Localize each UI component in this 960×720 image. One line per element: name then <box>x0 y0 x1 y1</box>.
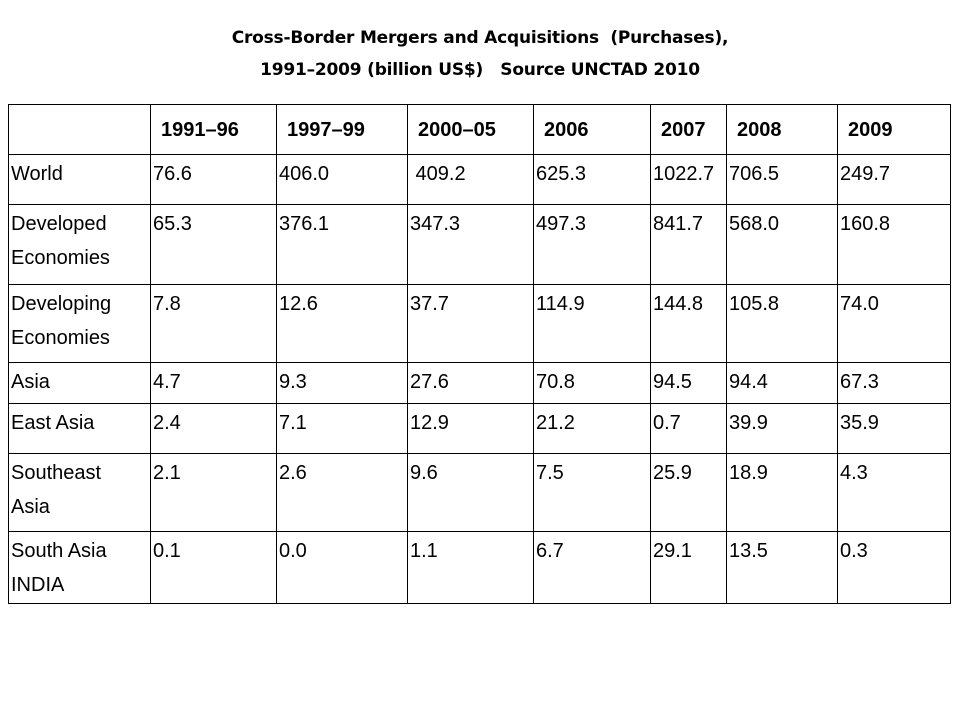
table-cell: 1.1 <box>407 531 534 604</box>
table-cell: 249.7 <box>837 154 951 205</box>
table-cell: 105.8 <box>726 284 838 363</box>
table-cell: 76.6 <box>150 154 277 205</box>
table-cell: 497.3 <box>533 204 651 285</box>
table-cell: 376.1 <box>276 204 408 285</box>
page-title: Cross-Border Mergers and Acquisitions (P… <box>0 22 960 86</box>
table-cell: 0.7 <box>650 403 727 454</box>
table-cell: 2.4 <box>150 403 277 454</box>
table-cell: 0.0 <box>276 531 408 604</box>
row-label: Asia <box>8 362 151 404</box>
column-header: 2006 <box>533 104 651 155</box>
table-cell: 94.4 <box>726 362 838 404</box>
table-cell: 114.9 <box>533 284 651 363</box>
column-header: 2000–05 <box>407 104 534 155</box>
table-cell: 625.3 <box>533 154 651 205</box>
column-header: 1997–99 <box>276 104 408 155</box>
table-cell: 13.5 <box>726 531 838 604</box>
table-cell: 841.7 <box>650 204 727 285</box>
table-row: Southeast Asia 2.1 2.6 9.6 7.5 25.9 18.9… <box>8 453 951 532</box>
column-header: 2007 <box>650 104 727 155</box>
row-label: East Asia <box>8 403 151 454</box>
table-cell: 0.1 <box>150 531 277 604</box>
table-cell: 94.5 <box>650 362 727 404</box>
table-cell: 706.5 <box>726 154 838 205</box>
corner-cell <box>8 104 151 155</box>
row-label: South Asia INDIA <box>8 531 151 604</box>
table-row: World 76.6 406.0 409.2 625.3 1022.7 706.… <box>8 154 951 205</box>
table-row: South Asia INDIA 0.1 0.0 1.1 6.7 29.1 13… <box>8 531 951 604</box>
table-cell: 2.1 <box>150 453 277 532</box>
table-cell: 6.7 <box>533 531 651 604</box>
table-cell: 7.8 <box>150 284 277 363</box>
table-cell: 409.2 <box>407 154 534 205</box>
table-cell: 406.0 <box>276 154 408 205</box>
table-cell: 12.6 <box>276 284 408 363</box>
row-label: Developing Economies <box>8 284 151 363</box>
table-cell: 9.6 <box>407 453 534 532</box>
table-cell: 0.3 <box>837 531 951 604</box>
table-cell: 7.5 <box>533 453 651 532</box>
table-row: Developed Economies 65.3 376.1 347.3 497… <box>8 204 951 285</box>
table-cell: 25.9 <box>650 453 727 532</box>
table-cell: 1022.7 <box>650 154 727 205</box>
table-cell: 70.8 <box>533 362 651 404</box>
table-cell: 7.1 <box>276 403 408 454</box>
table-cell: 39.9 <box>726 403 838 454</box>
table-cell: 12.9 <box>407 403 534 454</box>
column-header: 2008 <box>726 104 838 155</box>
title-line-2: 1991–2009 (billion US$) Source UNCTAD 20… <box>260 60 700 80</box>
row-label: Developed Economies <box>8 204 151 285</box>
title-line-1: Cross-Border Mergers and Acquisitions (P… <box>231 28 729 48</box>
table-cell: 67.3 <box>837 362 951 404</box>
row-label: Southeast Asia <box>8 453 151 532</box>
table-cell: 347.3 <box>407 204 534 285</box>
table-cell: 21.2 <box>533 403 651 454</box>
table-cell: 27.6 <box>407 362 534 404</box>
table-cell: 18.9 <box>726 453 838 532</box>
table-cell: 4.3 <box>837 453 951 532</box>
table-cell: 29.1 <box>650 531 727 604</box>
table-cell: 9.3 <box>276 362 408 404</box>
column-header: 1991–96 <box>150 104 277 155</box>
row-label: World <box>8 154 151 205</box>
table-row: Developing Economies 7.8 12.6 37.7 114.9… <box>8 284 951 363</box>
table-row: East Asia 2.4 7.1 12.9 21.2 0.7 39.9 35.… <box>8 403 951 454</box>
table-cell: 74.0 <box>837 284 951 363</box>
table-cell: 160.8 <box>837 204 951 285</box>
table-cell: 2.6 <box>276 453 408 532</box>
table-cell: 4.7 <box>150 362 277 404</box>
data-table: 1991–96 1997–99 2000–05 2006 2007 2008 2… <box>8 104 951 604</box>
column-header: 2009 <box>837 104 951 155</box>
table-cell: 568.0 <box>726 204 838 285</box>
table-cell: 65.3 <box>150 204 277 285</box>
table-header-row: 1991–96 1997–99 2000–05 2006 2007 2008 2… <box>8 104 951 155</box>
table-row: Asia 4.7 9.3 27.6 70.8 94.5 94.4 67.3 <box>8 362 951 404</box>
table-cell: 37.7 <box>407 284 534 363</box>
table-cell: 144.8 <box>650 284 727 363</box>
table-cell: 35.9 <box>837 403 951 454</box>
